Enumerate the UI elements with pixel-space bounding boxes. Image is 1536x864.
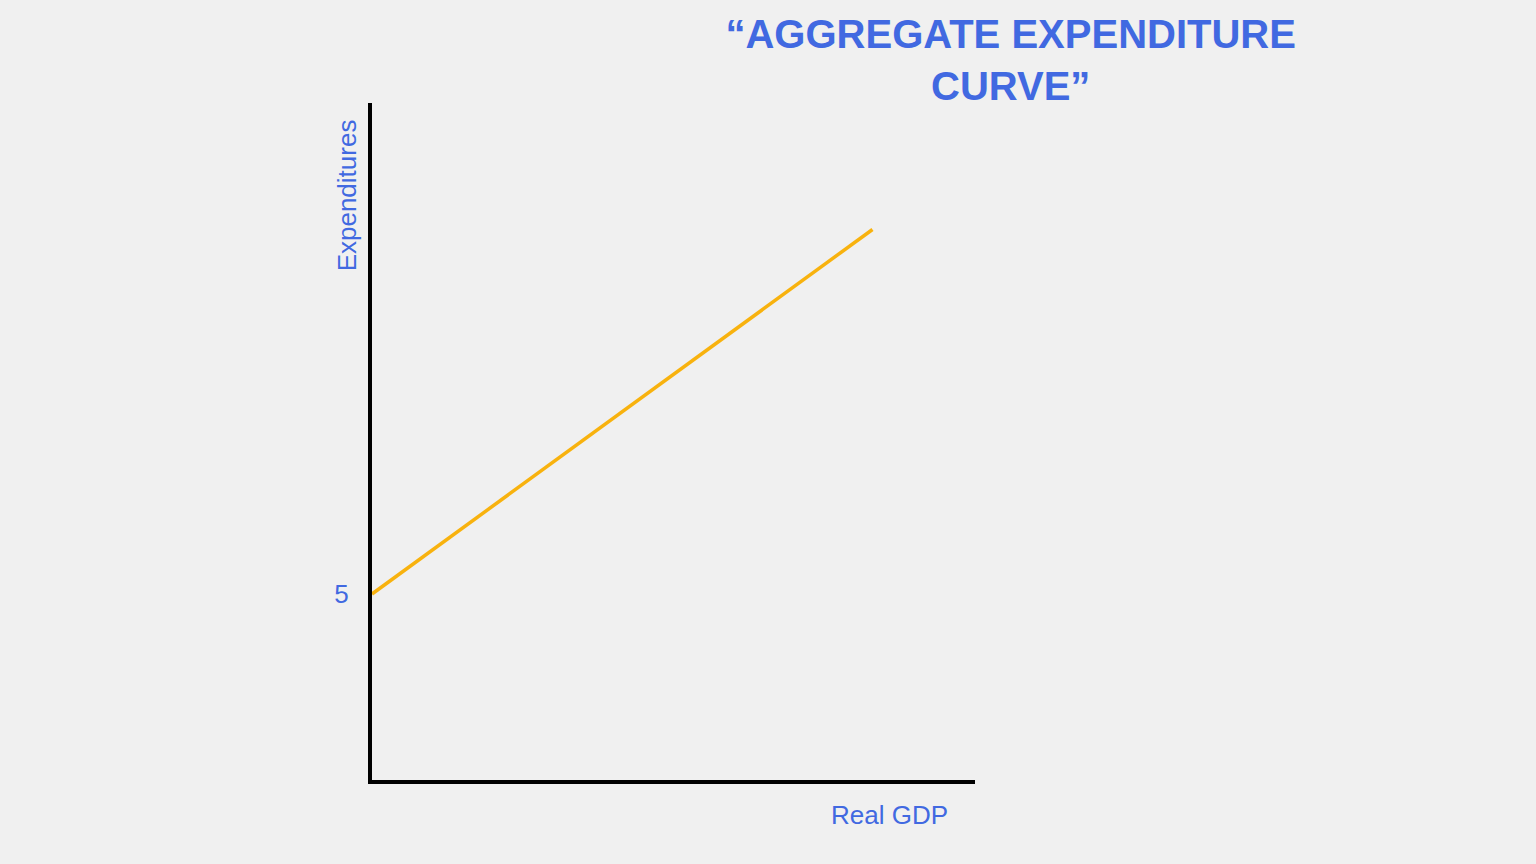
svg-text:Real GDP: Real GDP bbox=[831, 800, 948, 830]
svg-text:“AGGREGATE EXPENDITURECURVE”: “AGGREGATE EXPENDITURECURVE” bbox=[725, 12, 1295, 108]
svg-text:Expenditures: Expenditures bbox=[332, 120, 362, 272]
svg-text:5: 5 bbox=[334, 579, 348, 609]
